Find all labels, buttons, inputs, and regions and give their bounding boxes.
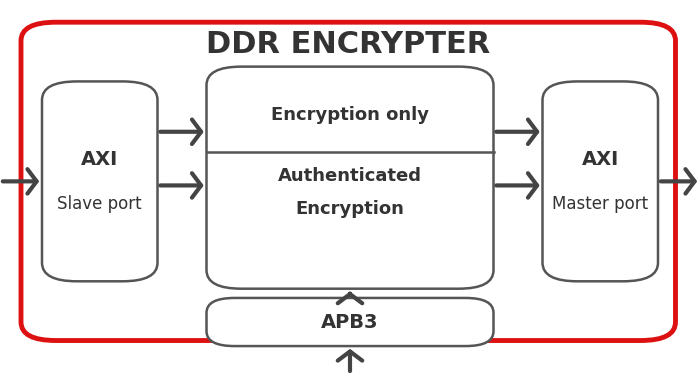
Text: Slave port: Slave port: [57, 195, 142, 213]
Text: Encryption only: Encryption only: [271, 106, 429, 125]
Text: Master port: Master port: [552, 195, 648, 213]
Text: Authenticated: Authenticated: [278, 167, 422, 185]
Text: DDR ENCRYPTER: DDR ENCRYPTER: [206, 29, 491, 59]
Text: AXI: AXI: [81, 150, 118, 169]
FancyBboxPatch shape: [542, 81, 658, 281]
FancyBboxPatch shape: [21, 22, 676, 341]
FancyBboxPatch shape: [206, 67, 494, 289]
FancyBboxPatch shape: [42, 81, 158, 281]
Text: Encryption: Encryption: [295, 201, 405, 219]
FancyBboxPatch shape: [206, 298, 494, 346]
Text: APB3: APB3: [321, 313, 379, 332]
Text: AXI: AXI: [582, 150, 619, 169]
